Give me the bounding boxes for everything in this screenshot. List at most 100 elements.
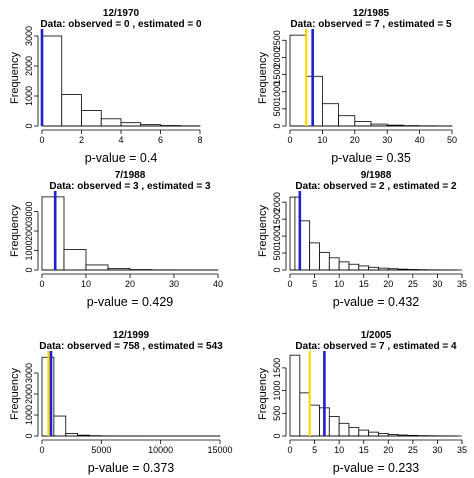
y-axis-label: Frequency [257, 52, 269, 104]
x-tick-label: 40 [213, 279, 223, 289]
histogram-bar [338, 115, 356, 127]
x-tick-label: 35 [457, 279, 467, 289]
x-tick-label: 15 [359, 279, 369, 289]
y-axis-label: Frequency [257, 205, 269, 257]
y-axis-label: Frequency [9, 52, 21, 104]
histogram-bar [358, 265, 370, 271]
p-value-label: p-value = 0.233 [333, 461, 420, 475]
x-tick-label: 5 [312, 445, 317, 455]
y-tick-label: 2500 [272, 30, 282, 50]
panel-subtitle: Data: observed = 7 , estimated = 5 [290, 19, 452, 30]
y-tick-label: 3000 [24, 26, 34, 46]
y-tick-label: 1000 [272, 82, 282, 102]
y-tick-label: 0 [24, 123, 34, 128]
histogram-bar [289, 354, 301, 437]
panel-title: 12/1985 [353, 8, 390, 19]
histogram-bar [368, 431, 379, 437]
y-tick-label: 2000 [24, 56, 34, 76]
histogram-bar [354, 121, 372, 127]
histogram-bar [328, 257, 340, 271]
histogram-bar [309, 242, 320, 271]
histogram-bar [41, 196, 65, 271]
panel-subtitle: Data: observed = 0 , estimated = 0 [40, 19, 202, 30]
x-tick-label: 15000 [207, 445, 232, 455]
x-tick-label: 35 [457, 445, 467, 455]
x-tick-label: 30 [432, 445, 442, 455]
y-tick-label: 0 [24, 433, 34, 438]
y-tick-label: 2000 [272, 47, 282, 67]
p-value-label: p-value = 0.35 [331, 151, 411, 165]
x-tick-label: 10 [334, 279, 344, 289]
panel-subtitle: Data: observed = 3 , estimated = 3 [49, 181, 211, 192]
y-tick-label: 3000 [24, 201, 34, 221]
x-tick-label: 0 [39, 279, 44, 289]
x-tick-label: 5000 [91, 445, 111, 455]
y-tick-label: 500 [272, 406, 282, 421]
p-value-label: p-value = 0.373 [88, 461, 175, 475]
panel-title: 1/2005 [361, 330, 392, 341]
y-tick-label: 3000 [24, 363, 34, 383]
histogram-bar [299, 392, 311, 437]
y-tick-label: 1000 [24, 240, 34, 260]
x-tick-label: 30 [169, 279, 179, 289]
panel-title: 12/1999 [113, 330, 150, 341]
x-tick-label: 20 [383, 279, 393, 289]
x-tick-label: 20 [350, 135, 360, 145]
histogram-bar [81, 110, 102, 127]
y-tick-label: 1000 [24, 86, 34, 106]
x-tick-label: 40 [415, 135, 425, 145]
histogram-bar [289, 34, 307, 127]
histogram-bar [358, 429, 370, 437]
histogram-bar [338, 422, 350, 437]
x-tick-label: 5 [312, 279, 317, 289]
y-tick-label: 1000 [272, 226, 282, 246]
x-tick-label: 10000 [148, 445, 173, 455]
histogram-bar [85, 264, 109, 271]
x-tick-label: 15 [359, 445, 369, 455]
y-tick-label: 500 [272, 246, 282, 261]
p-value-label: p-value = 0.4 [85, 151, 158, 165]
y-tick-label: 0 [272, 433, 282, 438]
y-tick-label: 0 [272, 267, 282, 272]
histogram-bar [53, 415, 67, 437]
histogram-bar [328, 416, 340, 437]
histogram-bar [368, 266, 379, 271]
histogram-bar [309, 404, 320, 437]
histogram-bar [100, 118, 122, 127]
y-tick-label: 2000 [272, 192, 282, 212]
histogram-bar [120, 122, 142, 127]
panel-subtitle: Data: observed = 758 , estimated = 543 [39, 341, 223, 352]
x-tick-label: 10 [334, 445, 344, 455]
histogram-bar [348, 263, 360, 271]
y-axis-label: Frequency [257, 368, 269, 420]
histogram-bar [338, 261, 350, 271]
x-tick-label: 30 [382, 135, 392, 145]
y-tick-label: 1500 [272, 65, 282, 85]
y-tick-label: 0 [272, 123, 282, 128]
x-tick-label: 4 [118, 135, 123, 145]
histogram-bar [305, 75, 323, 127]
x-tick-label: 30 [432, 279, 442, 289]
x-tick-label: 0 [39, 135, 44, 145]
x-tick-label: 0 [287, 135, 292, 145]
p-value-label: p-value = 0.429 [87, 295, 174, 309]
histogram-bar [41, 35, 63, 127]
y-tick-label: 1000 [24, 405, 34, 425]
histogram-bar [299, 220, 311, 271]
panel-title: 9/1988 [361, 170, 392, 181]
x-tick-label: 0 [287, 445, 292, 455]
x-tick-label: 0 [287, 279, 292, 289]
x-tick-label: 20 [383, 445, 393, 455]
x-tick-label: 2 [79, 135, 84, 145]
panel-subtitle: Data: observed = 7 , estimated = 4 [295, 341, 457, 352]
histogram-bar [321, 103, 339, 127]
p-value-label: p-value = 0.432 [333, 295, 420, 309]
panel-title: 7/1988 [115, 170, 146, 181]
